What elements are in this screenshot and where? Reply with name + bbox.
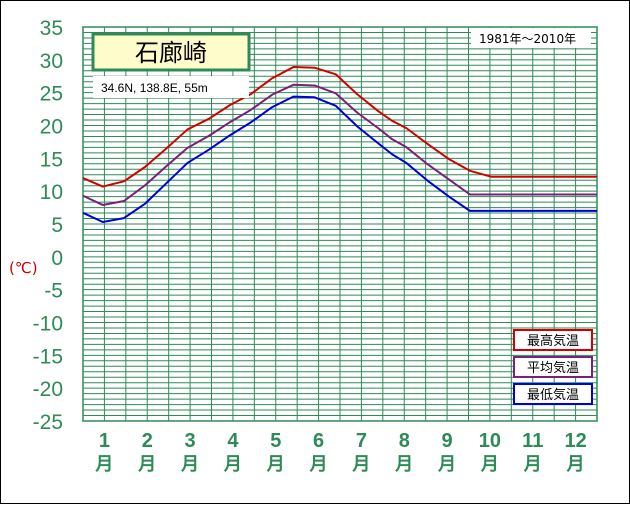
y-tick-label: -10 <box>33 313 63 336</box>
y-tick-label: 30 <box>40 50 63 73</box>
series-line-1 <box>82 83 597 206</box>
legend-box <box>513 383 593 405</box>
x-tick-label: 9 <box>442 430 453 452</box>
y-tick-label: 5 <box>51 214 63 237</box>
x-tick-label: 8 <box>399 430 410 452</box>
x-tick-unit: 月 <box>94 454 113 475</box>
x-tick-unit: 月 <box>566 454 585 475</box>
x-tick-unit: 月 <box>180 454 199 475</box>
y-tick-label: 0 <box>51 247 63 270</box>
y-tick-label: 15 <box>40 148 63 171</box>
series-lines <box>82 66 597 224</box>
y-tick-label: -25 <box>33 411 63 434</box>
x-tick-unit: 月 <box>394 454 413 475</box>
plot-border <box>82 26 598 422</box>
station-coords: 34.6N, 138.8E, 55m <box>101 81 208 95</box>
x-tick-label: 12 <box>564 430 586 452</box>
x-tick-label: 3 <box>185 430 196 452</box>
x-tick-unit: 月 <box>137 454 156 475</box>
y-tick-label: 35 <box>40 17 63 40</box>
y-axis: 35 30 25 20 15 10 5 0 -5 -10 -15 -20 -25 <box>33 17 63 434</box>
x-tick-label: 6 <box>313 430 324 452</box>
x-tick-label: 5 <box>270 430 281 452</box>
x-tick-unit: 月 <box>309 454 328 475</box>
series-line-2 <box>82 95 597 224</box>
y-tick-label: -15 <box>33 345 63 368</box>
period-box <box>471 28 591 48</box>
x-tick-unit: 月 <box>223 454 242 475</box>
period-label: 1981年〜2010年 <box>479 32 576 46</box>
x-tick-label: 1 <box>99 430 110 452</box>
series-line-0 <box>82 66 597 188</box>
x-tick-unit: 月 <box>523 454 542 475</box>
y-tick-label: -20 <box>33 378 63 401</box>
y-unit-label: (℃) <box>9 259 38 277</box>
y-tick-label: 10 <box>40 181 63 204</box>
y-tick-label: -5 <box>44 280 63 303</box>
x-tick-label: 10 <box>479 430 501 452</box>
legend-box <box>513 356 593 378</box>
station-title-box <box>91 32 251 72</box>
x-tick-unit: 月 <box>266 454 285 475</box>
y-tick-label: 25 <box>40 83 63 106</box>
x-tick-label: 11 <box>522 430 543 452</box>
legend-label: 最高気温 <box>527 333 579 349</box>
legend-label: 最低気温 <box>527 387 579 403</box>
x-tick-label: 2 <box>142 430 153 452</box>
x-tick-unit: 月 <box>437 454 456 475</box>
x-tick-unit: 月 <box>480 454 499 475</box>
coords-box <box>93 76 249 98</box>
y-tick-label: 20 <box>40 116 63 139</box>
x-tick-label: 4 <box>227 430 239 452</box>
x-tick-unit: 月 <box>351 454 370 475</box>
legend-box <box>513 329 593 351</box>
station-title: 石廊崎 <box>135 39 207 67</box>
legend-label: 平均気温 <box>527 360 579 376</box>
grid <box>82 26 598 422</box>
x-tick-label: 7 <box>356 430 367 452</box>
